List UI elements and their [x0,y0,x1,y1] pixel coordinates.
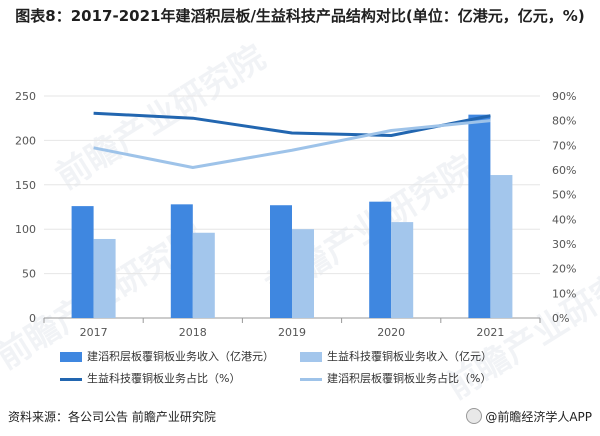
series-line-2 [93,119,491,170]
bar-1 [170,204,193,318]
y2-tick-label: 0% [552,312,569,325]
x-tick-label: 2020 [377,326,405,339]
legend-swatch [300,352,322,362]
source-note: 资料来源：各公司公告 前瞻产业研究院 [8,410,216,424]
y2-tick-label: 80% [552,115,576,128]
bar-1 [71,206,94,318]
brand-credit: @前瞻经济学人APP [466,408,592,425]
legend-item-line2: 建滔积层板覆铜板业务占比（%） [300,370,491,386]
legend-label: 生益科技覆铜板业务收入（亿元） [327,350,492,363]
bar-2 [490,175,513,318]
bar-2 [391,222,414,318]
series-line-1 [93,111,491,137]
legend-item-bar2: 生益科技覆铜板业务收入（亿元） [300,348,492,364]
legend-label: 建滔积层板覆铜板业务收入（亿港元） [87,350,274,363]
y2-tick-label: 40% [552,213,576,226]
y2-tick-label: 60% [552,164,576,177]
legend-item-bar1: 建滔积层板覆铜板业务收入（亿港元） [60,348,274,364]
y2-tick-label: 10% [552,287,576,300]
x-tick-label: 2019 [278,326,306,339]
bar-2 [292,229,314,318]
y-tick-label: 250 [15,90,36,103]
y-tick-label: 50 [22,268,36,281]
legend-label: 生益科技覆铜板业务占比（%） [87,372,241,385]
x-tick-label: 2017 [80,326,108,339]
y2-tick-label: 30% [552,238,576,251]
y-tick-label: 0 [29,312,36,325]
x-tick-label: 2021 [476,326,504,339]
y2-tick-label: 70% [552,139,576,152]
y-tick-label: 150 [15,179,36,192]
y-tick-label: 100 [15,223,36,236]
y-tick-label: 200 [15,134,36,147]
legend-swatch [60,352,82,362]
x-tick-label: 2018 [179,326,207,339]
y2-tick-label: 20% [552,263,576,276]
legend-swatch [60,377,82,381]
bar-1 [369,201,392,318]
y2-tick-label: 50% [552,189,576,202]
bar-2 [93,238,116,318]
bar-1 [270,205,292,318]
brand-label: @前瞻经济学人APP [485,410,592,424]
bar-1 [468,114,491,318]
y2-tick-label: 90% [552,90,576,103]
legend-item-line1: 生益科技覆铜板业务占比（%） [60,370,240,386]
legend-swatch [300,377,322,381]
chart-title: 图表8：2017-2021年建滔积层板/生益科技产品结构对比(单位：亿港元，亿元… [15,7,585,25]
legend-label: 建滔积层板覆铜板业务占比（%） [327,372,492,385]
brand-logo-icon [466,408,483,424]
bar-2 [192,232,215,318]
